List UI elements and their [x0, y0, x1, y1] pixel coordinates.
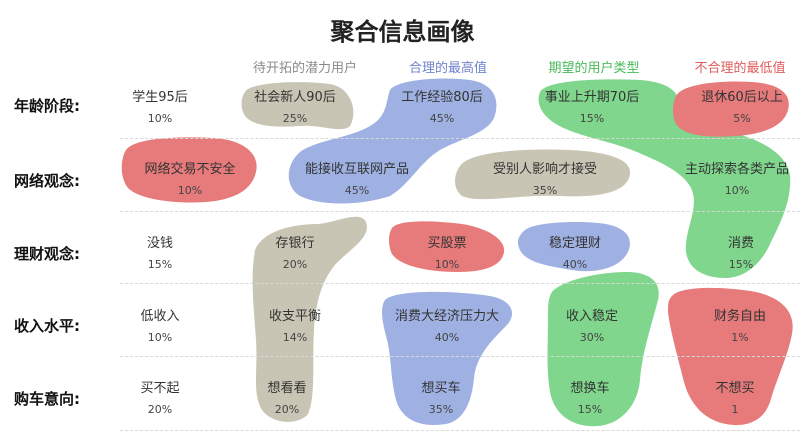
cell-age-student: 学生95后 10%: [132, 90, 188, 125]
cell-age-60s: 退休60后以上 5%: [701, 90, 783, 125]
blue-blob-80s-internet: [288, 78, 497, 204]
cell-net-unsafe: 网络交易不安全 10%: [144, 162, 236, 197]
cell-inc-pressure: 消费大经济压力大 40%: [394, 309, 499, 344]
page-title: 聚合信息画像: [330, 18, 475, 46]
gray-blob-90s: [241, 82, 354, 130]
gray-blob-save-balance-look: [252, 216, 367, 422]
red-blob-60s: [673, 81, 789, 137]
cell-car-buy: 想买车 35%: [421, 381, 461, 416]
red-blob-unsafe: [121, 137, 257, 203]
cell-fin-bank: 存银行 20%: [275, 236, 315, 271]
row-label-age: 年龄阶段:: [14, 97, 80, 115]
blue-blob-stable-finance: [517, 222, 630, 272]
row-divider: [120, 211, 800, 212]
row-divider: [120, 138, 800, 139]
col-header-lowest: 不合理的最低值: [694, 61, 786, 76]
green-blob-stable-income-change: [547, 272, 659, 427]
col-header-expected: 期望的用户类型: [548, 61, 640, 76]
cell-age-90s: 社会新人90后 25%: [254, 90, 336, 125]
green-blob-70s-explore-consume: [538, 79, 791, 278]
cell-inc-free: 财务自由 1%: [713, 309, 766, 344]
cell-car-look: 想看看 20%: [267, 381, 307, 416]
gray-blob-influenced: [455, 149, 631, 200]
cell-net-influenced: 受别人影响才接受 35%: [492, 162, 597, 197]
cell-age-70s: 事业上升期70后 15%: [544, 90, 640, 125]
cell-inc-stable: 收入稳定 30%: [565, 309, 618, 344]
cell-car-cannot: 买不起 20%: [140, 381, 180, 416]
cell-car-change: 想换车 15%: [570, 381, 610, 416]
cell-inc-low: 低收入 10%: [140, 309, 180, 344]
cell-inc-balance: 收支平衡 14%: [268, 309, 321, 344]
cell-fin-consume: 消费 15%: [727, 236, 754, 271]
cell-net-explore: 主动探索各类产品 10%: [684, 162, 789, 197]
blue-blob-pressure-buy: [382, 291, 513, 425]
row-label-car: 购车意向:: [14, 390, 80, 408]
row-divider: [120, 430, 800, 431]
cell-fin-stable: 稳定理财 40%: [548, 236, 601, 271]
row-label-finance: 理财观念:: [14, 245, 80, 263]
col-header-highest: 合理的最高值: [408, 61, 487, 76]
cell-fin-nomoney: 没钱 15%: [146, 236, 173, 271]
col-header-potential: 待开拓的潜力用户: [252, 61, 357, 76]
cell-fin-stocks: 买股票 10%: [427, 236, 467, 271]
cell-age-80s: 工作经验80后 45%: [401, 90, 483, 125]
red-blob-stocks: [389, 221, 505, 272]
cell-net-accept: 能接收互联网产品 45%: [304, 162, 409, 197]
row-label-internet: 网络观念:: [14, 172, 80, 190]
row-label-income: 收入水平:: [14, 317, 80, 335]
row-divider: [120, 356, 800, 357]
row-divider: [120, 283, 800, 284]
cell-car-nobuy: 不想买 1: [715, 381, 755, 416]
